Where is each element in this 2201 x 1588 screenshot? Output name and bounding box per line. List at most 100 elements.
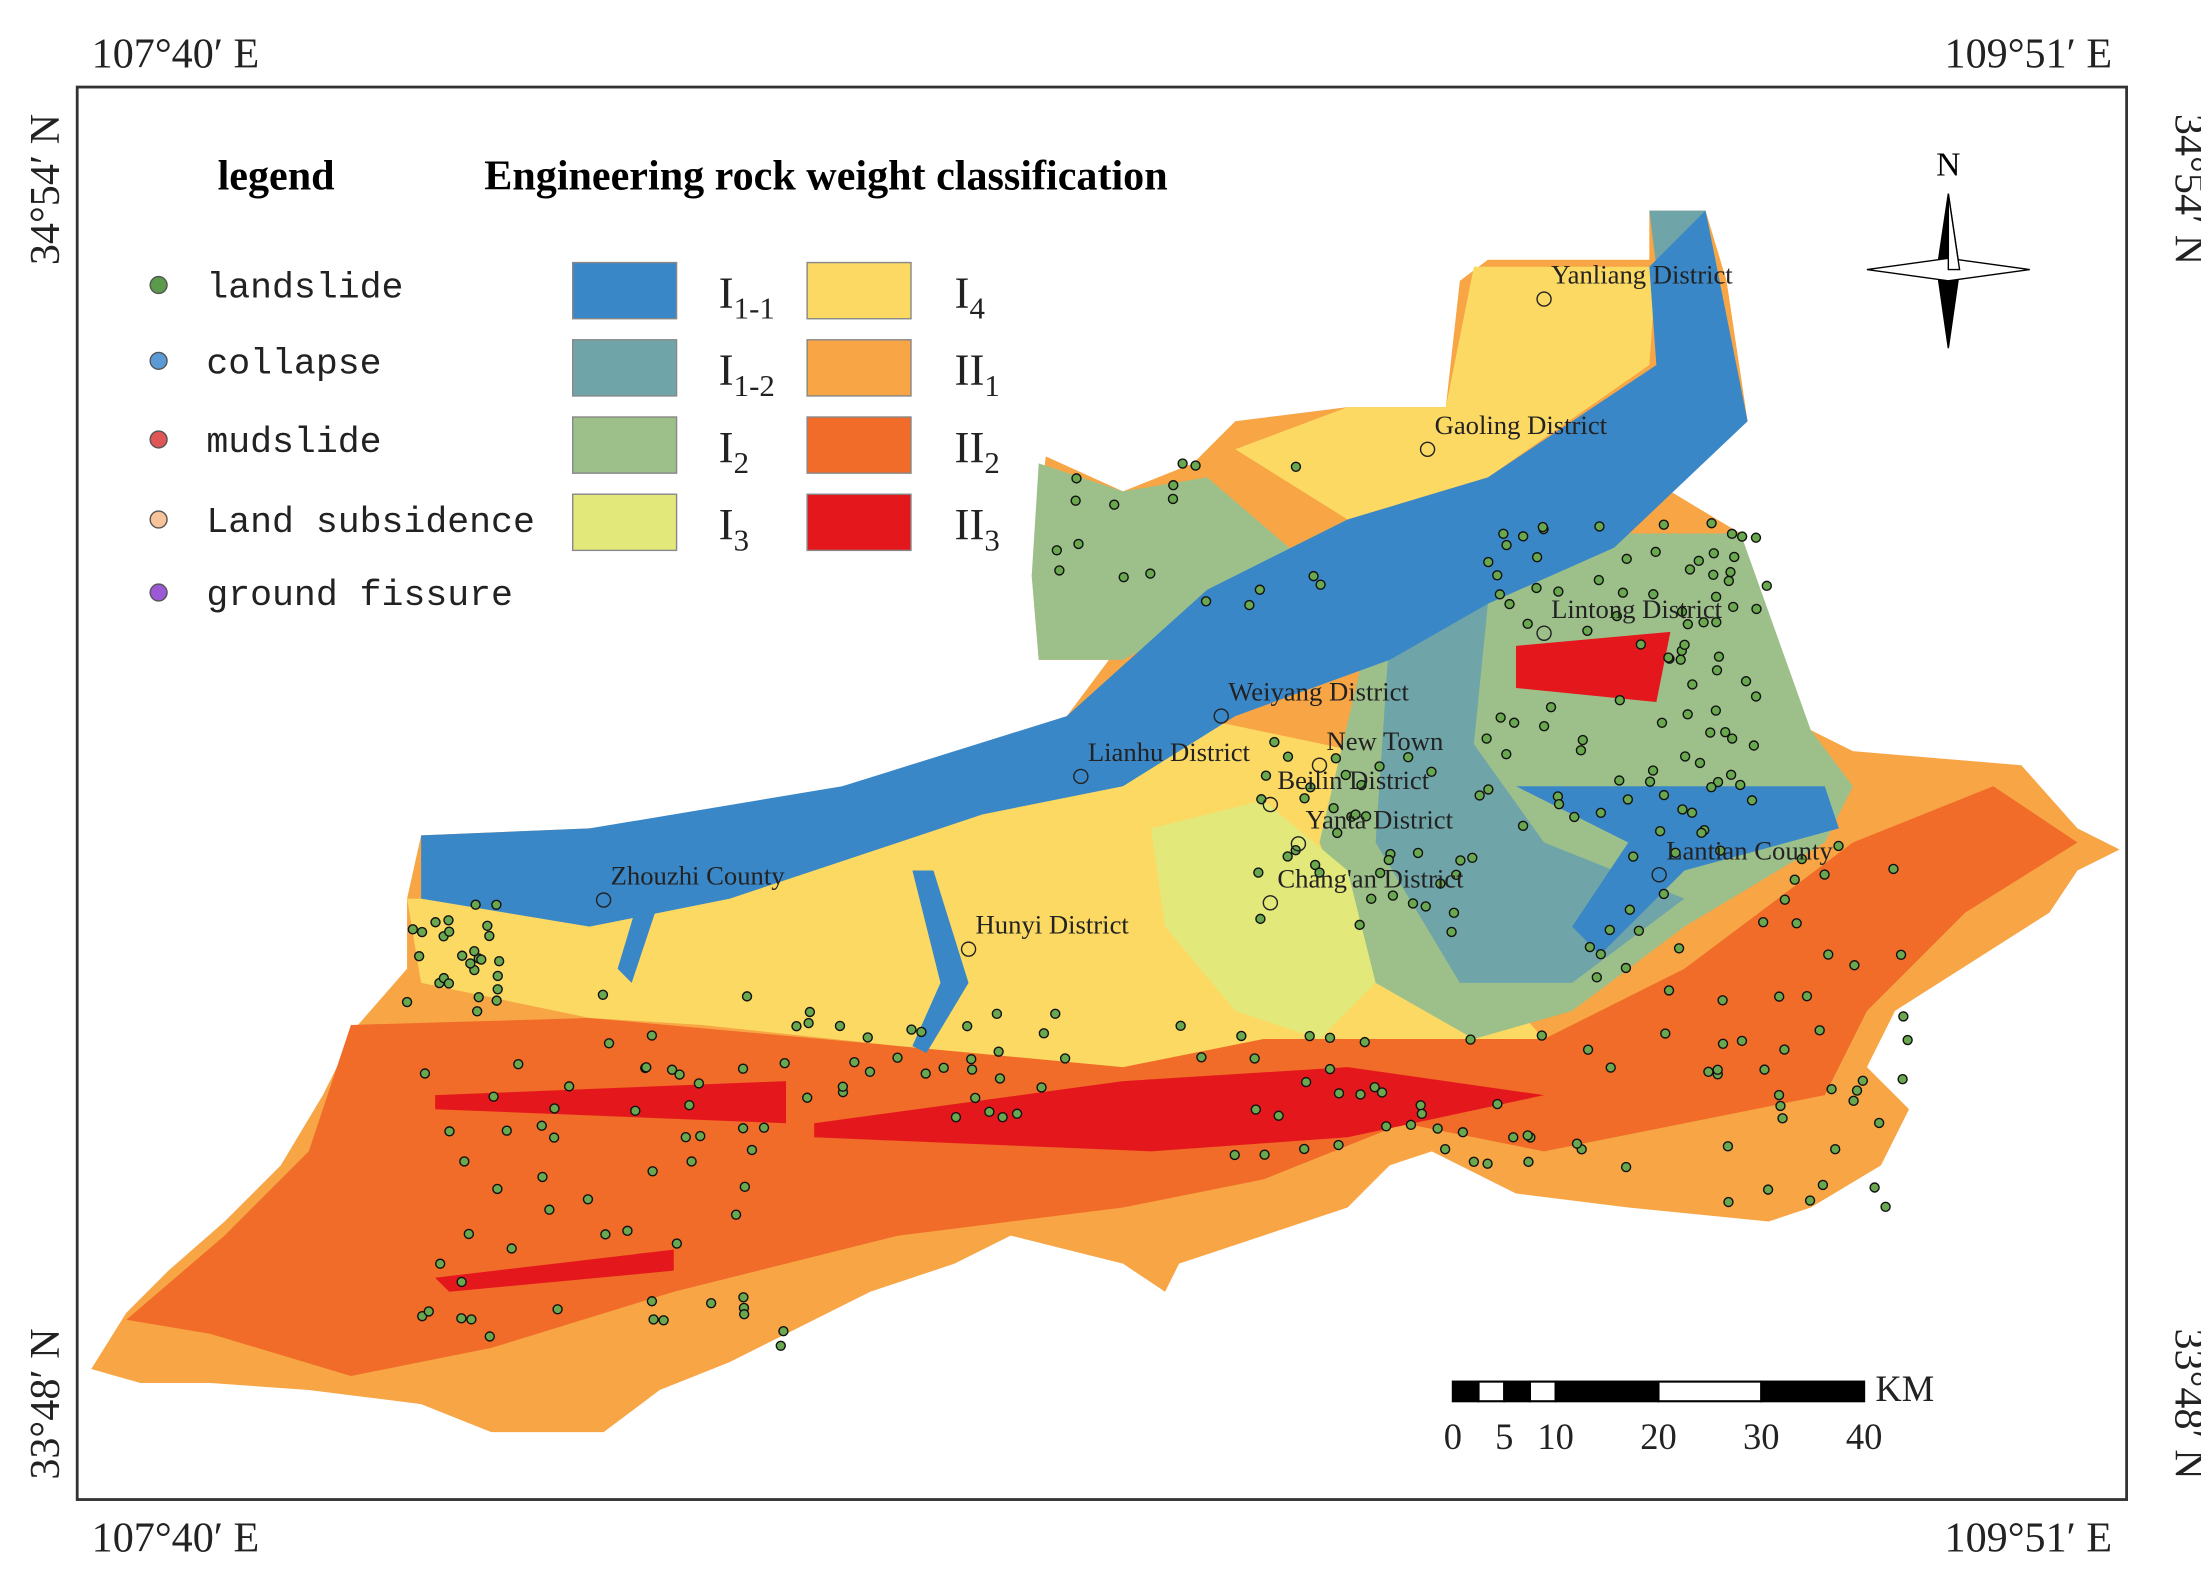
hazard-point bbox=[1773, 1089, 1785, 1101]
hazard-point bbox=[693, 1078, 705, 1089]
class-sub: 3 bbox=[984, 522, 999, 557]
hazard-point bbox=[1175, 1020, 1186, 1032]
hazard-point bbox=[1517, 531, 1529, 542]
hazard-point bbox=[997, 1111, 1008, 1123]
district-marker bbox=[1073, 768, 1089, 785]
hazard-point bbox=[1376, 1087, 1388, 1098]
class-main: I bbox=[719, 345, 734, 395]
hazard-point bbox=[1658, 519, 1670, 530]
hazard-point bbox=[1628, 851, 1639, 862]
hazard-point bbox=[1545, 701, 1557, 713]
hazard-point bbox=[1416, 1108, 1428, 1120]
hazard-point bbox=[488, 1091, 499, 1102]
hazard-point bbox=[1405, 1119, 1417, 1131]
hazard-point bbox=[1492, 1098, 1503, 1110]
hazard-point bbox=[1635, 639, 1647, 650]
hazard-point bbox=[1254, 584, 1266, 595]
hazard-point bbox=[1426, 766, 1437, 777]
hazard-point bbox=[1249, 1053, 1260, 1064]
hazard-point bbox=[1381, 1121, 1392, 1132]
hazard-point bbox=[1682, 709, 1693, 720]
hazard-point bbox=[413, 951, 425, 962]
hazard-point bbox=[407, 924, 419, 935]
hazard-point bbox=[1359, 1036, 1370, 1048]
district-label: Lianhu District bbox=[1088, 737, 1251, 767]
hazard-point bbox=[1538, 720, 1550, 732]
hazard-point bbox=[1789, 874, 1800, 885]
hazard-point bbox=[463, 1228, 475, 1240]
class-swatch bbox=[572, 493, 678, 552]
hazard-point bbox=[419, 1068, 431, 1079]
hazard-point bbox=[444, 1126, 455, 1137]
hazard-point bbox=[864, 1066, 876, 1077]
district-labels: Yanliang District Gaoling District Lintong… bbox=[595, 260, 1833, 957]
compass: N bbox=[1866, 147, 2030, 349]
hazard-point bbox=[938, 1062, 949, 1074]
hazard-point bbox=[1575, 745, 1587, 756]
hazard-point bbox=[1722, 1141, 1734, 1152]
hazard-point bbox=[1620, 962, 1632, 974]
hazard-point bbox=[1259, 1149, 1270, 1160]
hazard-point bbox=[671, 1238, 683, 1249]
region-i11 bbox=[421, 210, 1748, 927]
hazard-point bbox=[1658, 789, 1670, 801]
hazard-point bbox=[1383, 854, 1394, 866]
hazard-point bbox=[549, 1103, 560, 1114]
hazard-point bbox=[582, 1194, 594, 1205]
class-main: II bbox=[955, 345, 985, 395]
hazard-point bbox=[1711, 665, 1723, 676]
scale-label: 5 bbox=[1495, 1416, 1513, 1457]
scale-label: 40 bbox=[1846, 1416, 1882, 1457]
hazard-point bbox=[1880, 1201, 1891, 1213]
hazard-point bbox=[1387, 890, 1399, 901]
class-label: I2 bbox=[719, 422, 749, 480]
hazard-point bbox=[1407, 898, 1419, 909]
hazard-point bbox=[1522, 618, 1533, 630]
district-label: Gaoling District bbox=[1435, 410, 1608, 440]
hazard-point bbox=[680, 1131, 691, 1143]
hazard-point bbox=[1420, 901, 1431, 912]
frame bbox=[75, 85, 2129, 1501]
hazard-point bbox=[1481, 733, 1492, 744]
hazard-point bbox=[1779, 894, 1791, 905]
district-label: Lintong District bbox=[1551, 594, 1723, 624]
hazard-point bbox=[1759, 1064, 1770, 1075]
hazard-point bbox=[548, 1132, 560, 1143]
scale-label: 10 bbox=[1537, 1416, 1573, 1457]
scale-label: 20 bbox=[1640, 1416, 1676, 1457]
district-label: Lantian County bbox=[1666, 835, 1833, 865]
hazard-point bbox=[1717, 995, 1728, 1006]
district-label: Weiyang District bbox=[1228, 677, 1409, 707]
hazard-point bbox=[758, 1122, 770, 1133]
district-label: Chang'an District bbox=[1277, 863, 1464, 893]
legend-label: mudslide bbox=[206, 422, 381, 463]
hazard-point bbox=[1694, 757, 1706, 769]
legend-symbol bbox=[149, 351, 168, 370]
hazard-point bbox=[469, 945, 480, 957]
hazard-point bbox=[1897, 1074, 1908, 1085]
region-ii3 bbox=[435, 1249, 674, 1292]
hazard-point bbox=[1706, 518, 1717, 529]
hazard-point bbox=[739, 1181, 751, 1193]
hazard-point bbox=[1791, 918, 1802, 929]
class-swatch bbox=[806, 493, 912, 552]
legend-symbol bbox=[149, 583, 168, 602]
hazard-point bbox=[1777, 1113, 1788, 1124]
class-main: I bbox=[955, 267, 970, 317]
hazard-point bbox=[1633, 925, 1645, 936]
hazard-point bbox=[666, 1064, 678, 1075]
district-marker bbox=[1536, 625, 1552, 641]
hazard-point bbox=[646, 1030, 658, 1041]
hazard-point bbox=[741, 991, 753, 1002]
hazard-point bbox=[1273, 1110, 1284, 1121]
hazard-point bbox=[1537, 521, 1549, 533]
hazard-point bbox=[1804, 1195, 1816, 1206]
hazard-point bbox=[1888, 863, 1899, 875]
legend-symbol bbox=[149, 275, 168, 295]
hazard-point bbox=[1435, 878, 1446, 889]
district-marker bbox=[1213, 708, 1229, 724]
hazard-point bbox=[435, 1258, 446, 1269]
hazard-point bbox=[1594, 521, 1605, 532]
hazard-point bbox=[1402, 752, 1414, 763]
region-ii3 bbox=[1515, 631, 1671, 703]
